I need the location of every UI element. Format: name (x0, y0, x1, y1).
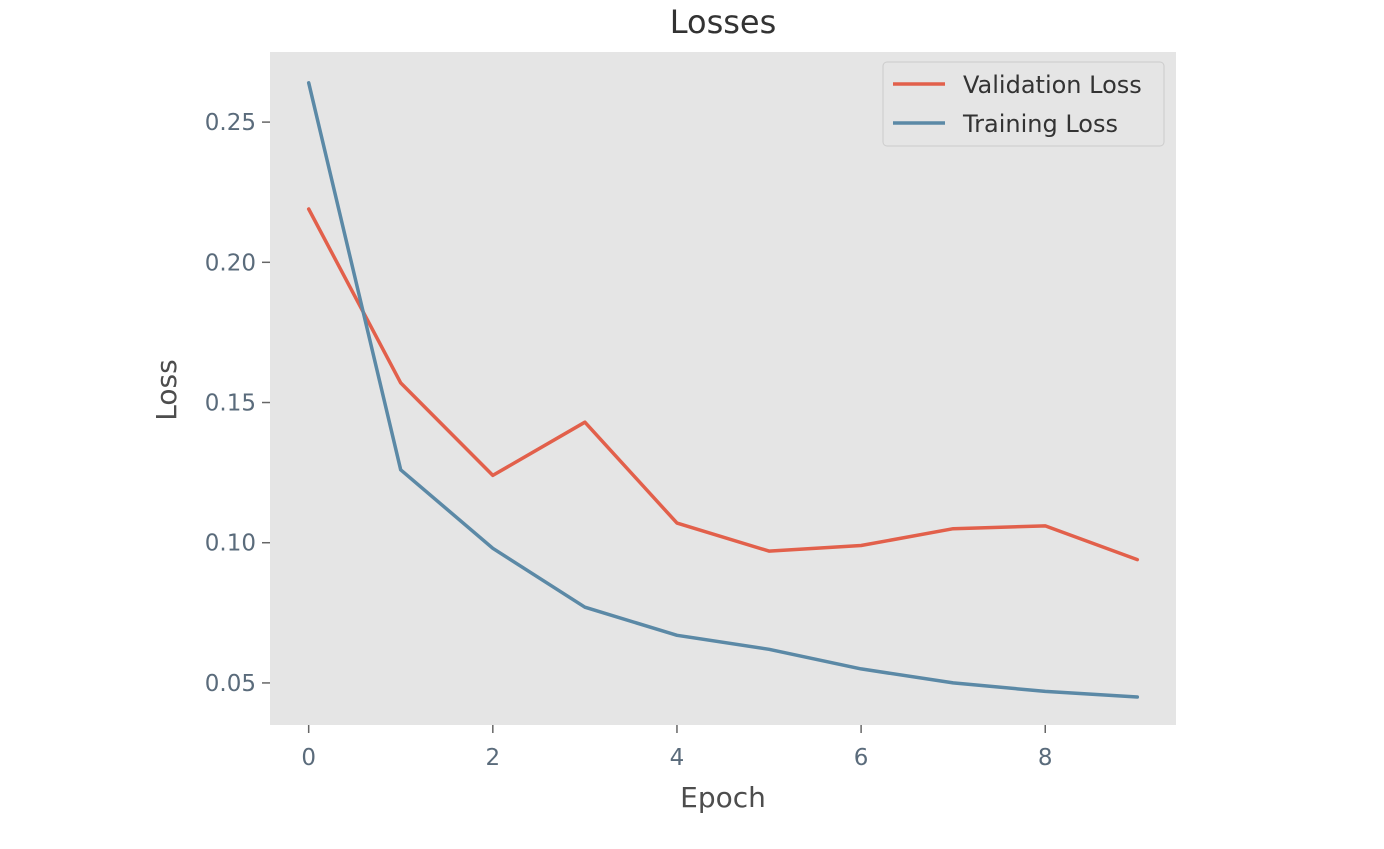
y-axis-ticks: 0.05 0.10 0.15 0.20 0.25 (205, 110, 270, 697)
series-line-training-loss (306, 81, 1140, 699)
legend-label-validation-loss: Validation Loss (963, 71, 1142, 99)
plot-area (270, 52, 1176, 725)
y-tick-label: 0.25 (205, 110, 256, 136)
y-tick-label: 0.10 (205, 531, 256, 557)
x-tick-label: 8 (1038, 745, 1053, 771)
x-tick-label: 6 (854, 745, 869, 771)
y-tick-label: 0.15 (205, 391, 256, 417)
x-tick-label: 0 (301, 745, 316, 771)
y-tick-label: 0.05 (205, 671, 256, 697)
x-axis-ticks: 0 2 4 6 8 (301, 725, 1053, 771)
legend: Validation Loss Training Loss (882, 61, 1165, 147)
x-tick-label: 2 (485, 745, 500, 771)
series-line-validation-loss (306, 207, 1140, 562)
legend-box (882, 61, 1165, 147)
series-lines (306, 81, 1140, 699)
x-tick-label: 4 (670, 745, 685, 771)
x-axis-label: Epoch (680, 781, 766, 814)
y-tick-label: 0.20 (205, 250, 256, 276)
legend-label-training-loss: Training Loss (962, 110, 1118, 138)
y-axis-label: Loss (150, 359, 183, 420)
chart-title: Losses (670, 3, 777, 41)
